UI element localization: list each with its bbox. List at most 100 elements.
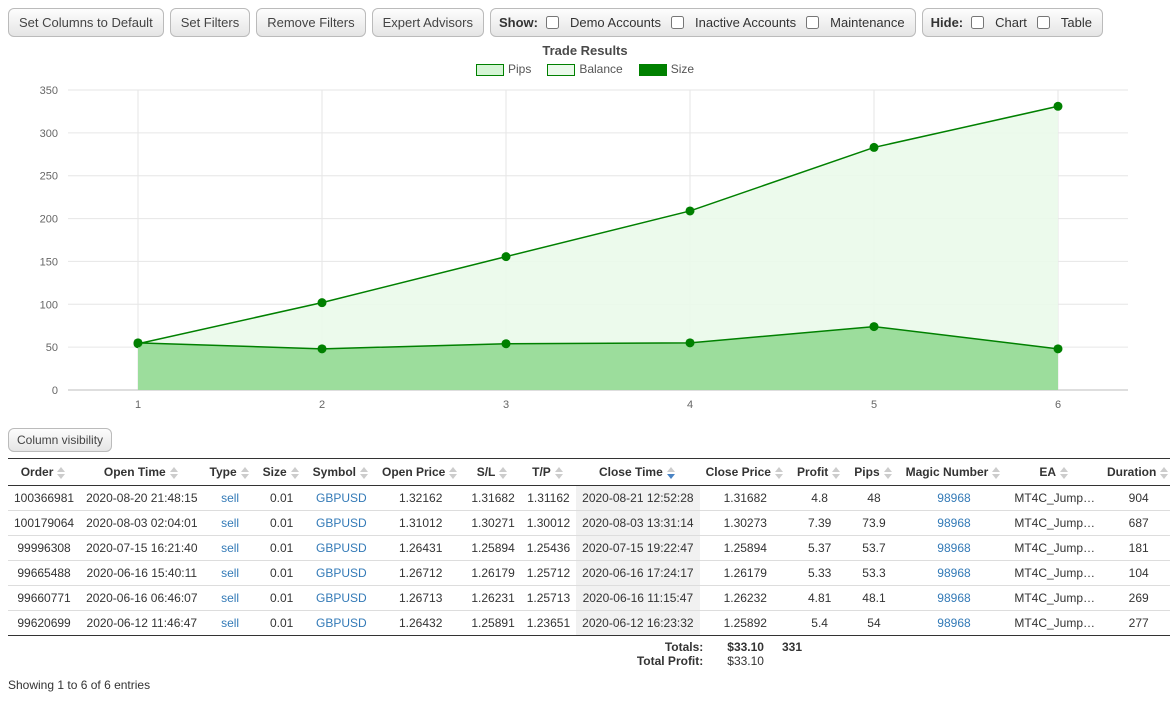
cell-pips: 54 xyxy=(848,611,899,636)
table-header[interactable]: Size xyxy=(257,459,307,486)
cell-openTime: 2020-08-20 21:48:15 xyxy=(80,486,203,511)
table-header[interactable]: Open Time xyxy=(80,459,203,486)
legend-label: Size xyxy=(671,62,694,76)
cell-magic[interactable]: 98968 xyxy=(900,586,1009,611)
show-maintenance-checkbox[interactable] xyxy=(806,16,819,29)
cell-magic[interactable]: 98968 xyxy=(900,511,1009,536)
show-group: Show: Demo Accounts Inactive Accounts Ma… xyxy=(490,8,916,37)
show-inactive-label[interactable]: Inactive Accounts xyxy=(695,15,796,30)
total-profit-value: $33.10 xyxy=(727,654,802,668)
table-header-label: Open Time xyxy=(104,465,166,479)
legend-swatch xyxy=(476,64,504,76)
trade-results-chart: 050100150200250300350123456 xyxy=(8,80,1148,420)
cell-size: 0.01 xyxy=(257,486,307,511)
cell-closeTime: 2020-06-12 16:23:32 xyxy=(576,611,699,636)
cell-profit: 7.39 xyxy=(791,511,848,536)
cell-order: 99665488 xyxy=(8,561,80,586)
cell-type[interactable]: sell xyxy=(204,511,257,536)
legend-item[interactable]: Pips xyxy=(476,62,531,76)
cell-sl: 1.25891 xyxy=(465,611,520,636)
table-row: 1001790642020-08-03 02:04:01sell0.01GBPU… xyxy=(8,511,1170,536)
cell-size: 0.01 xyxy=(257,536,307,561)
column-visibility-button[interactable]: Column visibility xyxy=(8,428,112,452)
cell-symbol[interactable]: GBPUSD xyxy=(307,511,376,536)
cell-order: 99660771 xyxy=(8,586,80,611)
table-header[interactable]: Close Time xyxy=(576,459,699,486)
cell-type[interactable]: sell xyxy=(204,611,257,636)
show-label: Show: xyxy=(499,15,538,30)
hide-table-label[interactable]: Table xyxy=(1061,15,1092,30)
cell-order: 100179064 xyxy=(8,511,80,536)
table-header[interactable]: Duration xyxy=(1101,459,1170,486)
cell-closeTime: 2020-08-21 12:52:28 xyxy=(576,486,699,511)
cell-type[interactable]: sell xyxy=(204,586,257,611)
set-filters-button[interactable]: Set Filters xyxy=(170,8,251,37)
cell-openTime: 2020-08-03 02:04:01 xyxy=(80,511,203,536)
cell-symbol[interactable]: GBPUSD xyxy=(307,586,376,611)
hide-chart-checkbox[interactable] xyxy=(971,16,984,29)
cell-closePrice: 1.31682 xyxy=(700,486,791,511)
remove-filters-button[interactable]: Remove Filters xyxy=(256,8,365,37)
svg-text:2: 2 xyxy=(319,399,325,411)
cell-magic[interactable]: 98968 xyxy=(900,536,1009,561)
table-header[interactable]: Type xyxy=(204,459,257,486)
table-header[interactable]: Order xyxy=(8,459,80,486)
table-header-label: S/L xyxy=(477,465,496,479)
table-header[interactable]: EA xyxy=(1008,459,1101,486)
table-row: 996607712020-06-16 06:46:07sell0.01GBPUS… xyxy=(8,586,1170,611)
table-header[interactable]: Pips xyxy=(848,459,899,486)
table-row: 1003669812020-08-20 21:48:15sell0.01GBPU… xyxy=(8,486,1170,511)
show-maintenance-label[interactable]: Maintenance xyxy=(830,15,904,30)
cell-sl: 1.26179 xyxy=(465,561,520,586)
legend-item[interactable]: Size xyxy=(639,62,694,76)
cell-pips: 53.7 xyxy=(848,536,899,561)
cell-symbol[interactable]: GBPUSD xyxy=(307,486,376,511)
cell-symbol[interactable]: GBPUSD xyxy=(307,611,376,636)
cell-sl: 1.31682 xyxy=(465,486,520,511)
svg-text:200: 200 xyxy=(40,214,58,226)
totals-profit: $33.10 xyxy=(727,640,764,654)
hide-chart-label[interactable]: Chart xyxy=(995,15,1027,30)
cell-profit: 5.33 xyxy=(791,561,848,586)
legend-item[interactable]: Balance xyxy=(547,62,622,76)
cell-openPrice: 1.32162 xyxy=(376,486,465,511)
show-demo-checkbox[interactable] xyxy=(546,16,559,29)
set-columns-default-button[interactable]: Set Columns to Default xyxy=(8,8,164,37)
cell-magic[interactable]: 98968 xyxy=(900,561,1009,586)
table-header-label: Symbol xyxy=(313,465,356,479)
cell-closePrice: 1.25894 xyxy=(700,536,791,561)
cell-type[interactable]: sell xyxy=(204,561,257,586)
cell-type[interactable]: sell xyxy=(204,536,257,561)
hide-label: Hide: xyxy=(931,15,964,30)
table-header[interactable]: T/P xyxy=(521,459,576,486)
cell-symbol[interactable]: GBPUSD xyxy=(307,536,376,561)
table-header-label: Type xyxy=(210,465,237,479)
table-header[interactable]: Profit xyxy=(791,459,848,486)
table-header-label: Profit xyxy=(797,465,828,479)
table-header[interactable]: Magic Number xyxy=(900,459,1009,486)
cell-magic[interactable]: 98968 xyxy=(900,486,1009,511)
svg-text:50: 50 xyxy=(46,342,58,354)
cell-magic[interactable]: 98968 xyxy=(900,611,1009,636)
cell-tp: 1.30012 xyxy=(521,511,576,536)
table-header[interactable]: Open Price xyxy=(376,459,465,486)
cell-symbol[interactable]: GBPUSD xyxy=(307,561,376,586)
cell-type[interactable]: sell xyxy=(204,486,257,511)
hide-table-checkbox[interactable] xyxy=(1037,16,1050,29)
table-header-label: Close Time xyxy=(599,465,663,479)
cell-order: 99996308 xyxy=(8,536,80,561)
cell-openPrice: 1.26713 xyxy=(376,586,465,611)
table-header[interactable]: Symbol xyxy=(307,459,376,486)
cell-ea: MT4C_Jump… xyxy=(1008,586,1101,611)
cell-pips: 48.1 xyxy=(848,586,899,611)
cell-closeTime: 2020-06-16 17:24:17 xyxy=(576,561,699,586)
cell-size: 0.01 xyxy=(257,511,307,536)
show-demo-label[interactable]: Demo Accounts xyxy=(570,15,661,30)
cell-size: 0.01 xyxy=(257,611,307,636)
table-header[interactable]: S/L xyxy=(465,459,520,486)
expert-advisors-button[interactable]: Expert Advisors xyxy=(372,8,484,37)
show-inactive-checkbox[interactable] xyxy=(671,16,684,29)
table-header[interactable]: Close Price xyxy=(700,459,791,486)
svg-text:4: 4 xyxy=(687,399,693,411)
svg-text:350: 350 xyxy=(40,85,58,97)
